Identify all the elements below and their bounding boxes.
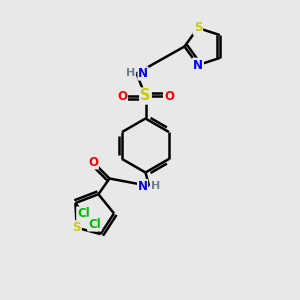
Text: H: H bbox=[126, 68, 135, 79]
Text: Cl: Cl bbox=[77, 207, 90, 220]
Text: N: N bbox=[138, 67, 148, 80]
Text: S: S bbox=[72, 221, 81, 234]
Text: O: O bbox=[88, 155, 98, 169]
Text: N: N bbox=[193, 58, 203, 71]
Text: Cl: Cl bbox=[88, 218, 101, 231]
Text: S: S bbox=[194, 22, 202, 34]
Text: O: O bbox=[117, 89, 127, 103]
Text: O: O bbox=[164, 89, 174, 103]
Text: S: S bbox=[140, 88, 151, 104]
Text: H: H bbox=[151, 181, 160, 191]
Text: N: N bbox=[138, 179, 148, 193]
